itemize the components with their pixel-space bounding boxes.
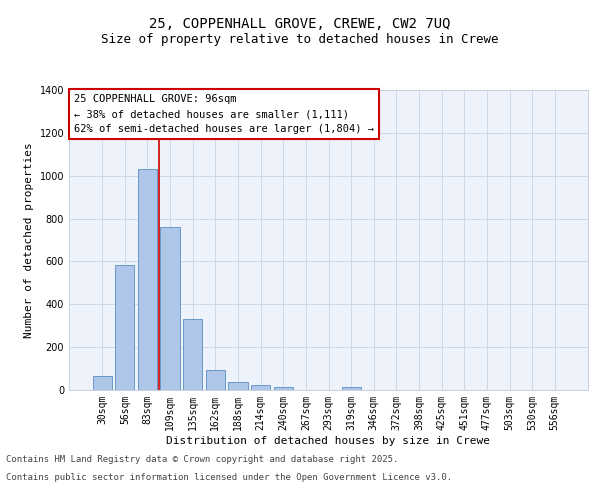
Bar [115,264,134,390]
Bar [341,388,361,390]
Bar [274,388,293,390]
Text: Contains HM Land Registry data © Crown copyright and database right 2025.: Contains HM Land Registry data © Crown c… [6,456,398,464]
Bar [160,227,180,390]
Bar [138,170,157,390]
X-axis label: Distribution of detached houses by size in Crewe: Distribution of detached houses by size … [167,436,491,446]
Text: 25, COPPENHALL GROVE, CREWE, CW2 7UQ: 25, COPPENHALL GROVE, CREWE, CW2 7UQ [149,18,451,32]
Bar [229,382,248,390]
Bar [92,376,112,390]
Bar [206,370,225,390]
Text: 25 COPPENHALL GROVE: 96sqm
← 38% of detached houses are smaller (1,111)
62% of s: 25 COPPENHALL GROVE: 96sqm ← 38% of deta… [74,94,374,134]
Text: Size of property relative to detached houses in Crewe: Size of property relative to detached ho… [101,32,499,46]
Y-axis label: Number of detached properties: Number of detached properties [24,142,34,338]
Text: Contains public sector information licensed under the Open Government Licence v3: Contains public sector information licen… [6,473,452,482]
Bar [251,386,270,390]
Bar [183,320,202,390]
